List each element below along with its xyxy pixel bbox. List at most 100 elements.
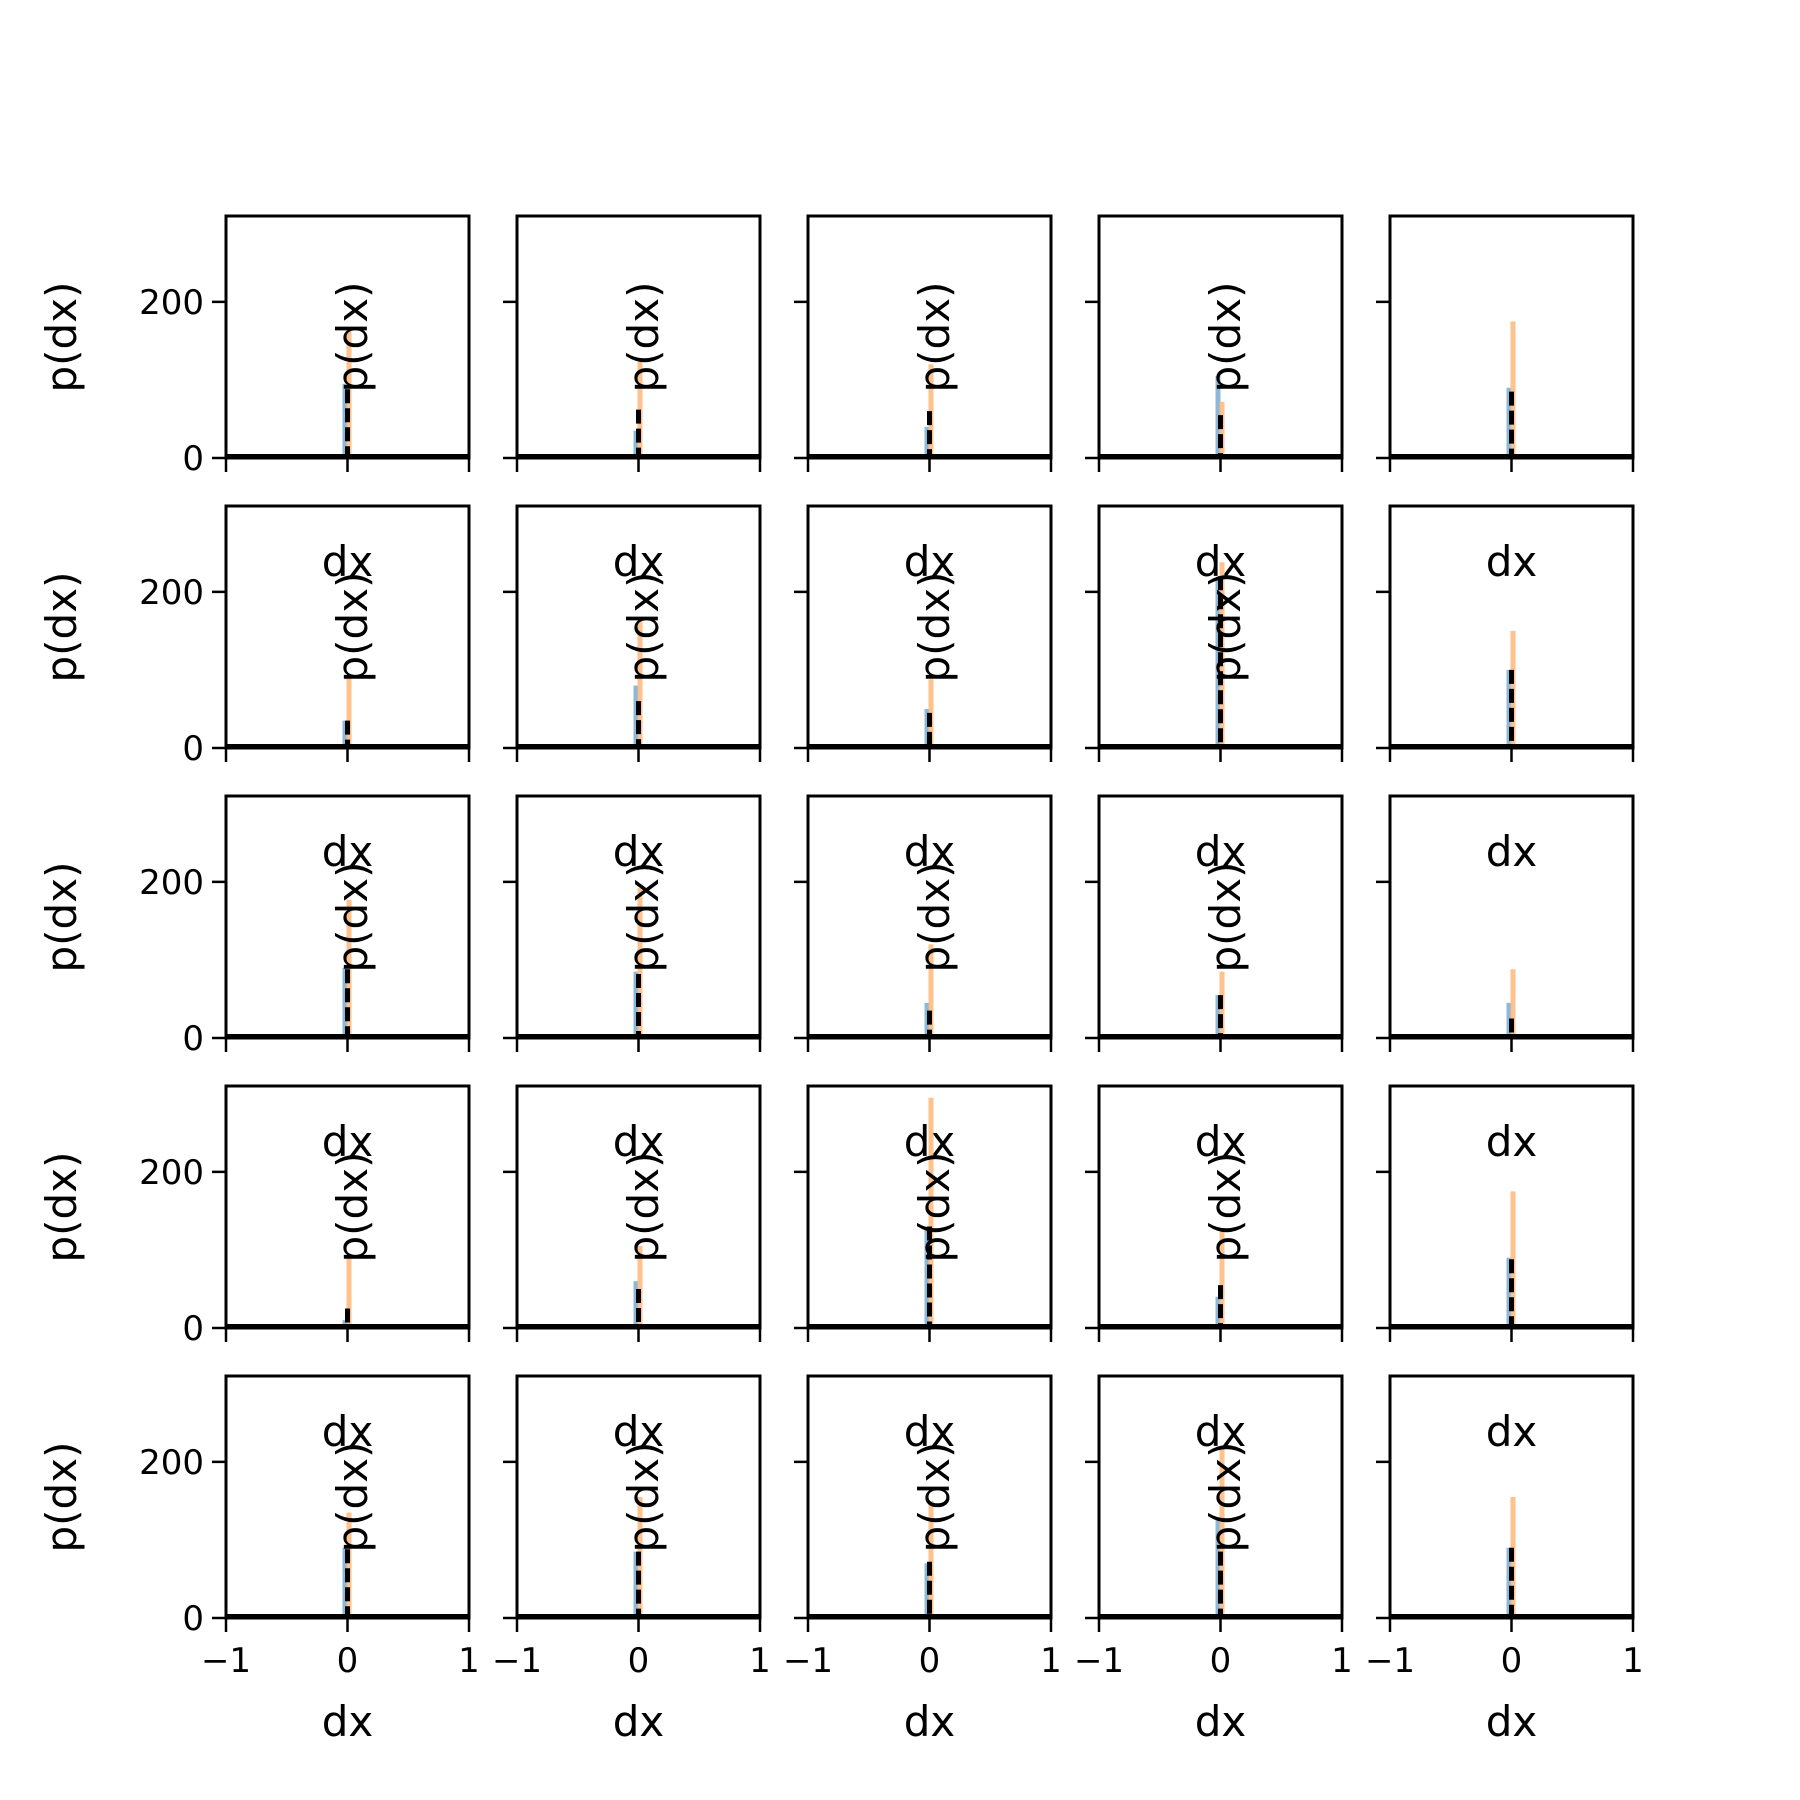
bar-orange [346, 899, 352, 1038]
subplot-r5-c5: −1 0 1 dx p(dx) [1201, 1374, 1644, 1746]
x-axis-label: dx [1195, 827, 1247, 876]
bar-orange [637, 619, 643, 748]
x-tick-label: −1 [492, 1641, 542, 1681]
y-tick-label: 0 [182, 439, 204, 479]
x-axis-label: dx [1195, 1697, 1247, 1746]
x-axis-label: dx [1486, 1117, 1538, 1166]
subplot-r4-c2: dxp(dx) [328, 1084, 762, 1456]
y-axis-label: p(dx) [619, 282, 668, 393]
subplot-r2-c5: dx p(dx) [1201, 504, 1635, 876]
y-tick-label: 200 [139, 1443, 204, 1483]
x-tick-label: −1 [783, 1641, 833, 1681]
bar-orange [637, 358, 643, 458]
bar-blue [633, 685, 639, 748]
y-axis-label: p(dx) [1201, 1152, 1250, 1263]
x-axis-label: dx [613, 1697, 665, 1746]
x-tick-label: 0 [1210, 1641, 1232, 1681]
x-tick-label: 1 [458, 1641, 480, 1681]
y-axis-label: p(dx) [1201, 282, 1250, 393]
x-axis-label: dx [1486, 827, 1538, 876]
y-axis-label: p(dx) [37, 1152, 86, 1263]
y-axis-label: p(dx) [910, 282, 959, 393]
y-tick-label: 0 [182, 1599, 204, 1639]
y-axis-label: p(dx) [910, 1152, 959, 1263]
x-tick-label: 1 [1622, 1641, 1644, 1681]
x-tick-label: 0 [1501, 1641, 1523, 1681]
y-axis-label: p(dx) [1201, 1442, 1250, 1553]
y-axis-label: p(dx) [328, 282, 377, 393]
bar-orange [928, 1500, 934, 1618]
x-axis-label: dx [1486, 1697, 1538, 1746]
y-axis-label: p(dx) [910, 572, 959, 683]
subplot-r3-c3: dxp(dx) [619, 794, 1053, 1166]
bar-orange [1510, 321, 1516, 458]
subplot-r1-c2: dx p(dx) [328, 214, 762, 586]
x-tick-label: 1 [1040, 1641, 1062, 1681]
y-axis-label: p(dx) [328, 572, 377, 683]
subplot-r3-c1: 0 200 dx p(dx) [37, 794, 471, 1166]
bar-blue [633, 1551, 639, 1618]
x-tick-label: 0 [337, 1641, 359, 1681]
y-axis-label: p(dx) [37, 282, 86, 393]
y-axis-label: p(dx) [619, 1152, 668, 1263]
bar-orange [637, 1246, 643, 1328]
y-axis-label: p(dx) [37, 572, 86, 683]
x-tick-label: 0 [919, 1641, 941, 1681]
subplot-r1-c3: dx p(dx) [619, 214, 1053, 586]
x-axis-label: dx [904, 1407, 956, 1456]
y-axis-label: p(dx) [1201, 572, 1250, 683]
x-axis-label: dx [1486, 537, 1538, 586]
subplot-r3-c2: dxp(dx) [328, 794, 762, 1166]
x-axis-label: dx [1195, 1117, 1247, 1166]
y-axis-label: p(dx) [619, 1442, 668, 1553]
y-tick-label: 200 [139, 573, 204, 613]
y-axis-label: p(dx) [910, 1442, 959, 1553]
bar-orange [1219, 1447, 1225, 1618]
x-axis-label: dx [613, 1407, 665, 1456]
subplot-r5-c4: −1 0 1 dx p(dx) [910, 1374, 1353, 1746]
x-axis-label: dx [613, 827, 665, 876]
bar-blue [924, 708, 930, 748]
y-tick-label: 200 [139, 283, 204, 323]
x-axis-label: dx [322, 1697, 374, 1746]
x-axis-label: dx [322, 537, 374, 586]
subplot-r2-c3: dxp(dx) [619, 504, 1053, 876]
subplot-r4-c3: dx p(dx) [619, 1084, 1053, 1456]
subplot-r4-c4: dxp(dx) [910, 1084, 1344, 1456]
bar-blue [633, 1281, 639, 1328]
y-axis-label: p(dx) [910, 862, 959, 973]
subplot-r2-c2: dxp(dx) [328, 504, 762, 876]
y-axis-label: p(dx) [619, 862, 668, 973]
x-tick-label: 1 [749, 1641, 771, 1681]
subplot-r2-c4: dx p(dx) [910, 504, 1344, 876]
y-tick-label: 0 [182, 1019, 204, 1059]
bar-orange [1510, 969, 1516, 1038]
bar-orange [346, 1512, 352, 1618]
subplot-r1-c5: dx p(dx) [1201, 214, 1635, 586]
x-tick-label: 0 [628, 1641, 650, 1681]
bar-blue [342, 1547, 348, 1618]
x-axis-label: dx [613, 1117, 665, 1166]
bar-orange [346, 677, 352, 748]
x-axis-label: dx [904, 1697, 956, 1746]
y-tick-label: 0 [182, 729, 204, 769]
y-axis-label: p(dx) [619, 572, 668, 683]
subplot-r3-c4: dxp(dx) [910, 794, 1344, 1166]
bar-blue [633, 430, 639, 458]
subplot-r3-c5: dx p(dx) [1201, 794, 1635, 1166]
x-axis-label: dx [322, 1117, 374, 1166]
y-axis-label: p(dx) [37, 1442, 86, 1553]
y-tick-label: 200 [139, 863, 204, 903]
y-axis-label: p(dx) [1201, 862, 1250, 973]
y-tick-label: 200 [139, 1153, 204, 1193]
bar-blue [1506, 1547, 1512, 1618]
x-tick-label: 1 [1331, 1641, 1353, 1681]
y-axis-label: p(dx) [37, 862, 86, 973]
x-axis-label: dx [613, 537, 665, 586]
